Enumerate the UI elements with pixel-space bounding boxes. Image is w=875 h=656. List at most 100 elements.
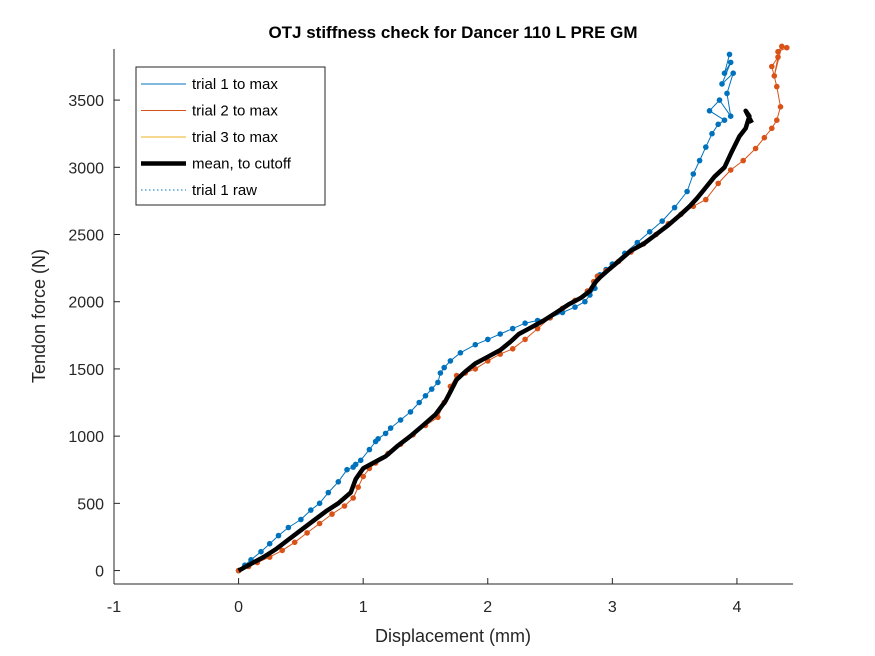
y-tick-label: 3500 bbox=[68, 93, 104, 110]
axes bbox=[113, 49, 793, 585]
data-point bbox=[258, 548, 264, 555]
data-point bbox=[727, 167, 734, 173]
data-point bbox=[771, 73, 778, 79]
data-point bbox=[472, 341, 479, 348]
data-point bbox=[726, 51, 733, 58]
data-point bbox=[522, 336, 528, 343]
data-point bbox=[382, 430, 389, 437]
x-tick-label: 2 bbox=[483, 599, 492, 616]
y-tick-label: 3000 bbox=[68, 160, 104, 177]
y-ticks: 0 500 1000 1500 2000 2500 3000 3500 bbox=[68, 93, 120, 581]
chart-title: OTJ stiffness check for Dancer 110 L PRE… bbox=[268, 23, 637, 42]
legend-label: trial 1 to max bbox=[192, 76, 278, 93]
data-point bbox=[355, 484, 362, 491]
data-point bbox=[316, 500, 323, 507]
data-point bbox=[350, 495, 357, 501]
data-point bbox=[329, 511, 335, 517]
data-point bbox=[497, 331, 504, 337]
data-point bbox=[724, 90, 730, 97]
data-point bbox=[308, 507, 314, 513]
x-tick-label: 4 bbox=[732, 599, 741, 616]
data-point bbox=[279, 547, 286, 554]
series-layer bbox=[235, 43, 790, 574]
data-point bbox=[716, 97, 723, 103]
y-tick-label: 0 bbox=[95, 564, 104, 581]
data-point bbox=[352, 461, 359, 468]
x-tick-label: 1 bbox=[359, 599, 368, 616]
data-point bbox=[387, 425, 394, 431]
data-point bbox=[266, 540, 273, 547]
data-point bbox=[375, 436, 381, 442]
data-point bbox=[703, 196, 709, 203]
data-point bbox=[740, 157, 746, 164]
data-point bbox=[416, 399, 423, 406]
data-point bbox=[709, 130, 715, 137]
data-point bbox=[777, 104, 784, 110]
data-point bbox=[457, 350, 464, 356]
data-point bbox=[325, 489, 332, 496]
data-point bbox=[298, 516, 304, 523]
legend-label: trial 1 raw bbox=[192, 182, 257, 199]
data-point bbox=[485, 336, 491, 343]
legend-label: mean, to cutoff bbox=[192, 156, 292, 173]
data-point bbox=[769, 125, 775, 132]
data-point bbox=[761, 134, 768, 141]
data-point bbox=[727, 113, 734, 119]
y-tick-label: 1500 bbox=[68, 362, 104, 379]
data-point bbox=[335, 479, 342, 485]
legend-label: trial 3 to max bbox=[192, 129, 278, 146]
data-point bbox=[437, 370, 444, 376]
data-point bbox=[696, 157, 703, 164]
data-point bbox=[684, 188, 690, 195]
data-point bbox=[447, 358, 454, 364]
data-point bbox=[275, 532, 282, 539]
data-point bbox=[509, 325, 516, 332]
data-point bbox=[582, 298, 588, 305]
data-point bbox=[719, 81, 725, 87]
data-point bbox=[360, 473, 367, 480]
x-tick-label: 0 bbox=[234, 599, 243, 616]
x-ticks: -1 0 1 2 3 4 bbox=[107, 578, 741, 616]
data-point bbox=[752, 145, 759, 152]
data-point bbox=[509, 346, 516, 352]
data-point bbox=[769, 63, 775, 70]
data-point bbox=[721, 70, 728, 76]
data-point bbox=[522, 320, 528, 327]
x-tick-label: 3 bbox=[608, 599, 617, 616]
data-point bbox=[441, 364, 448, 371]
data-point bbox=[435, 379, 441, 386]
data-point bbox=[304, 530, 310, 536]
y-tick-label: 1000 bbox=[68, 429, 104, 446]
data-point bbox=[715, 121, 721, 128]
data-point bbox=[727, 59, 734, 66]
data-point bbox=[572, 304, 578, 310]
legend: trial 1 to max trial 2 to max trial 3 to m… bbox=[135, 66, 326, 206]
data-point bbox=[671, 204, 678, 211]
data-point bbox=[316, 520, 323, 527]
data-point bbox=[357, 457, 364, 464]
data-point bbox=[703, 144, 709, 150]
data-point bbox=[428, 386, 435, 392]
y-tick-label: 2500 bbox=[68, 228, 104, 245]
data-point bbox=[774, 117, 780, 123]
data-point bbox=[775, 54, 781, 60]
legend-box bbox=[135, 66, 326, 206]
data-point bbox=[690, 171, 697, 177]
data-point bbox=[706, 108, 713, 114]
data-point bbox=[730, 70, 736, 76]
data-point bbox=[422, 393, 429, 399]
x-tick-label: -1 bbox=[107, 599, 121, 616]
data-point bbox=[407, 409, 414, 415]
series-line-4 bbox=[237, 108, 754, 573]
y-axis-label: Tendon force (N) bbox=[29, 249, 49, 383]
data-point bbox=[285, 524, 292, 531]
data-point bbox=[779, 43, 785, 50]
legend-label: trial 2 to max bbox=[192, 103, 278, 120]
data-point bbox=[659, 218, 665, 224]
y-tick-label: 500 bbox=[77, 496, 104, 513]
data-point bbox=[291, 539, 298, 546]
data-point bbox=[366, 446, 373, 453]
data-point bbox=[775, 48, 781, 55]
data-point bbox=[646, 229, 653, 235]
